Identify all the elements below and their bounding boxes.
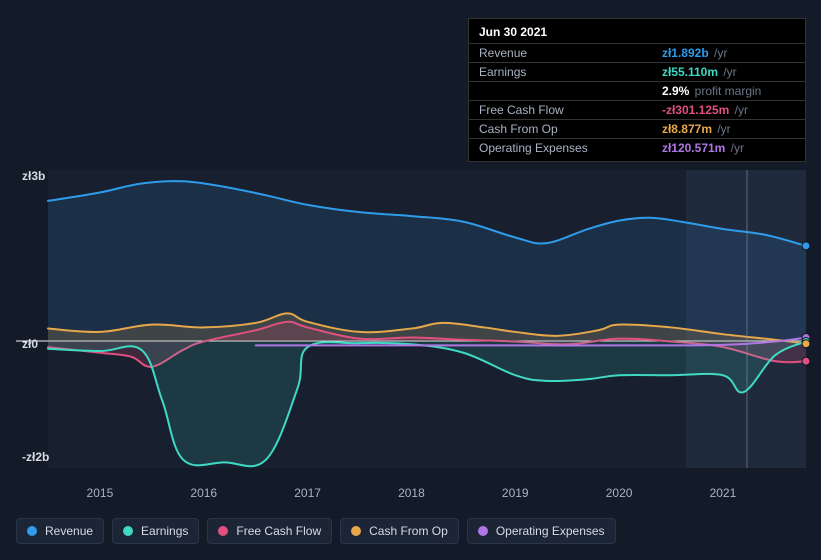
y-axis-tick: zł3b	[22, 169, 45, 183]
tooltip-row: Earningszł55.110m /yr	[469, 63, 805, 82]
x-axis-tick: 2017	[294, 486, 321, 500]
x-axis-tick: 2018	[398, 486, 425, 500]
legend-label: Operating Expenses	[496, 524, 605, 538]
chart-legend: Revenue Earnings Free Cash Flow Cash From O…	[16, 518, 616, 544]
legend-label: Free Cash Flow	[236, 524, 321, 538]
legend-item-revenue[interactable]: Revenue	[16, 518, 104, 544]
tooltip-row: Cash From Opzł8.877m /yr	[469, 120, 805, 139]
x-axis-tick: 2019	[502, 486, 529, 500]
legend-dot	[351, 526, 361, 536]
tooltip-row: 2.9% profit margin	[469, 82, 805, 101]
legend-dot	[478, 526, 488, 536]
legend-dot	[218, 526, 228, 536]
legend-dot	[27, 526, 37, 536]
y-axis-tick: -zł2b	[22, 450, 49, 464]
legend-item-earnings[interactable]: Earnings	[112, 518, 199, 544]
legend-item-operating-expenses[interactable]: Operating Expenses	[467, 518, 616, 544]
legend-label: Revenue	[45, 524, 93, 538]
x-axis-tick: 2020	[606, 486, 633, 500]
tooltip-row: Free Cash Flow-zł301.125m /yr	[469, 101, 805, 120]
x-axis-tick: 2021	[710, 486, 737, 500]
tooltip-date: Jun 30 2021	[469, 23, 805, 43]
tooltip-row: Operating Expenseszł120.571m /yr	[469, 139, 805, 158]
tooltip-row: Revenuezł1.892b /yr	[469, 44, 805, 63]
x-axis-tick: 2016	[190, 486, 217, 500]
legend-item-free-cash-flow[interactable]: Free Cash Flow	[207, 518, 332, 544]
legend-item-cash-from-op[interactable]: Cash From Op	[340, 518, 459, 544]
legend-dot	[123, 526, 133, 536]
y-axis-tick: zł0	[22, 337, 38, 351]
chart-tooltip: Jun 30 2021 Revenuezł1.892b /yrEarningsz…	[468, 18, 806, 162]
legend-label: Cash From Op	[369, 524, 448, 538]
x-axis-tick: 2015	[87, 486, 114, 500]
legend-label: Earnings	[141, 524, 188, 538]
tooltip-table: Revenuezł1.892b /yrEarningszł55.110m /yr…	[469, 43, 805, 157]
